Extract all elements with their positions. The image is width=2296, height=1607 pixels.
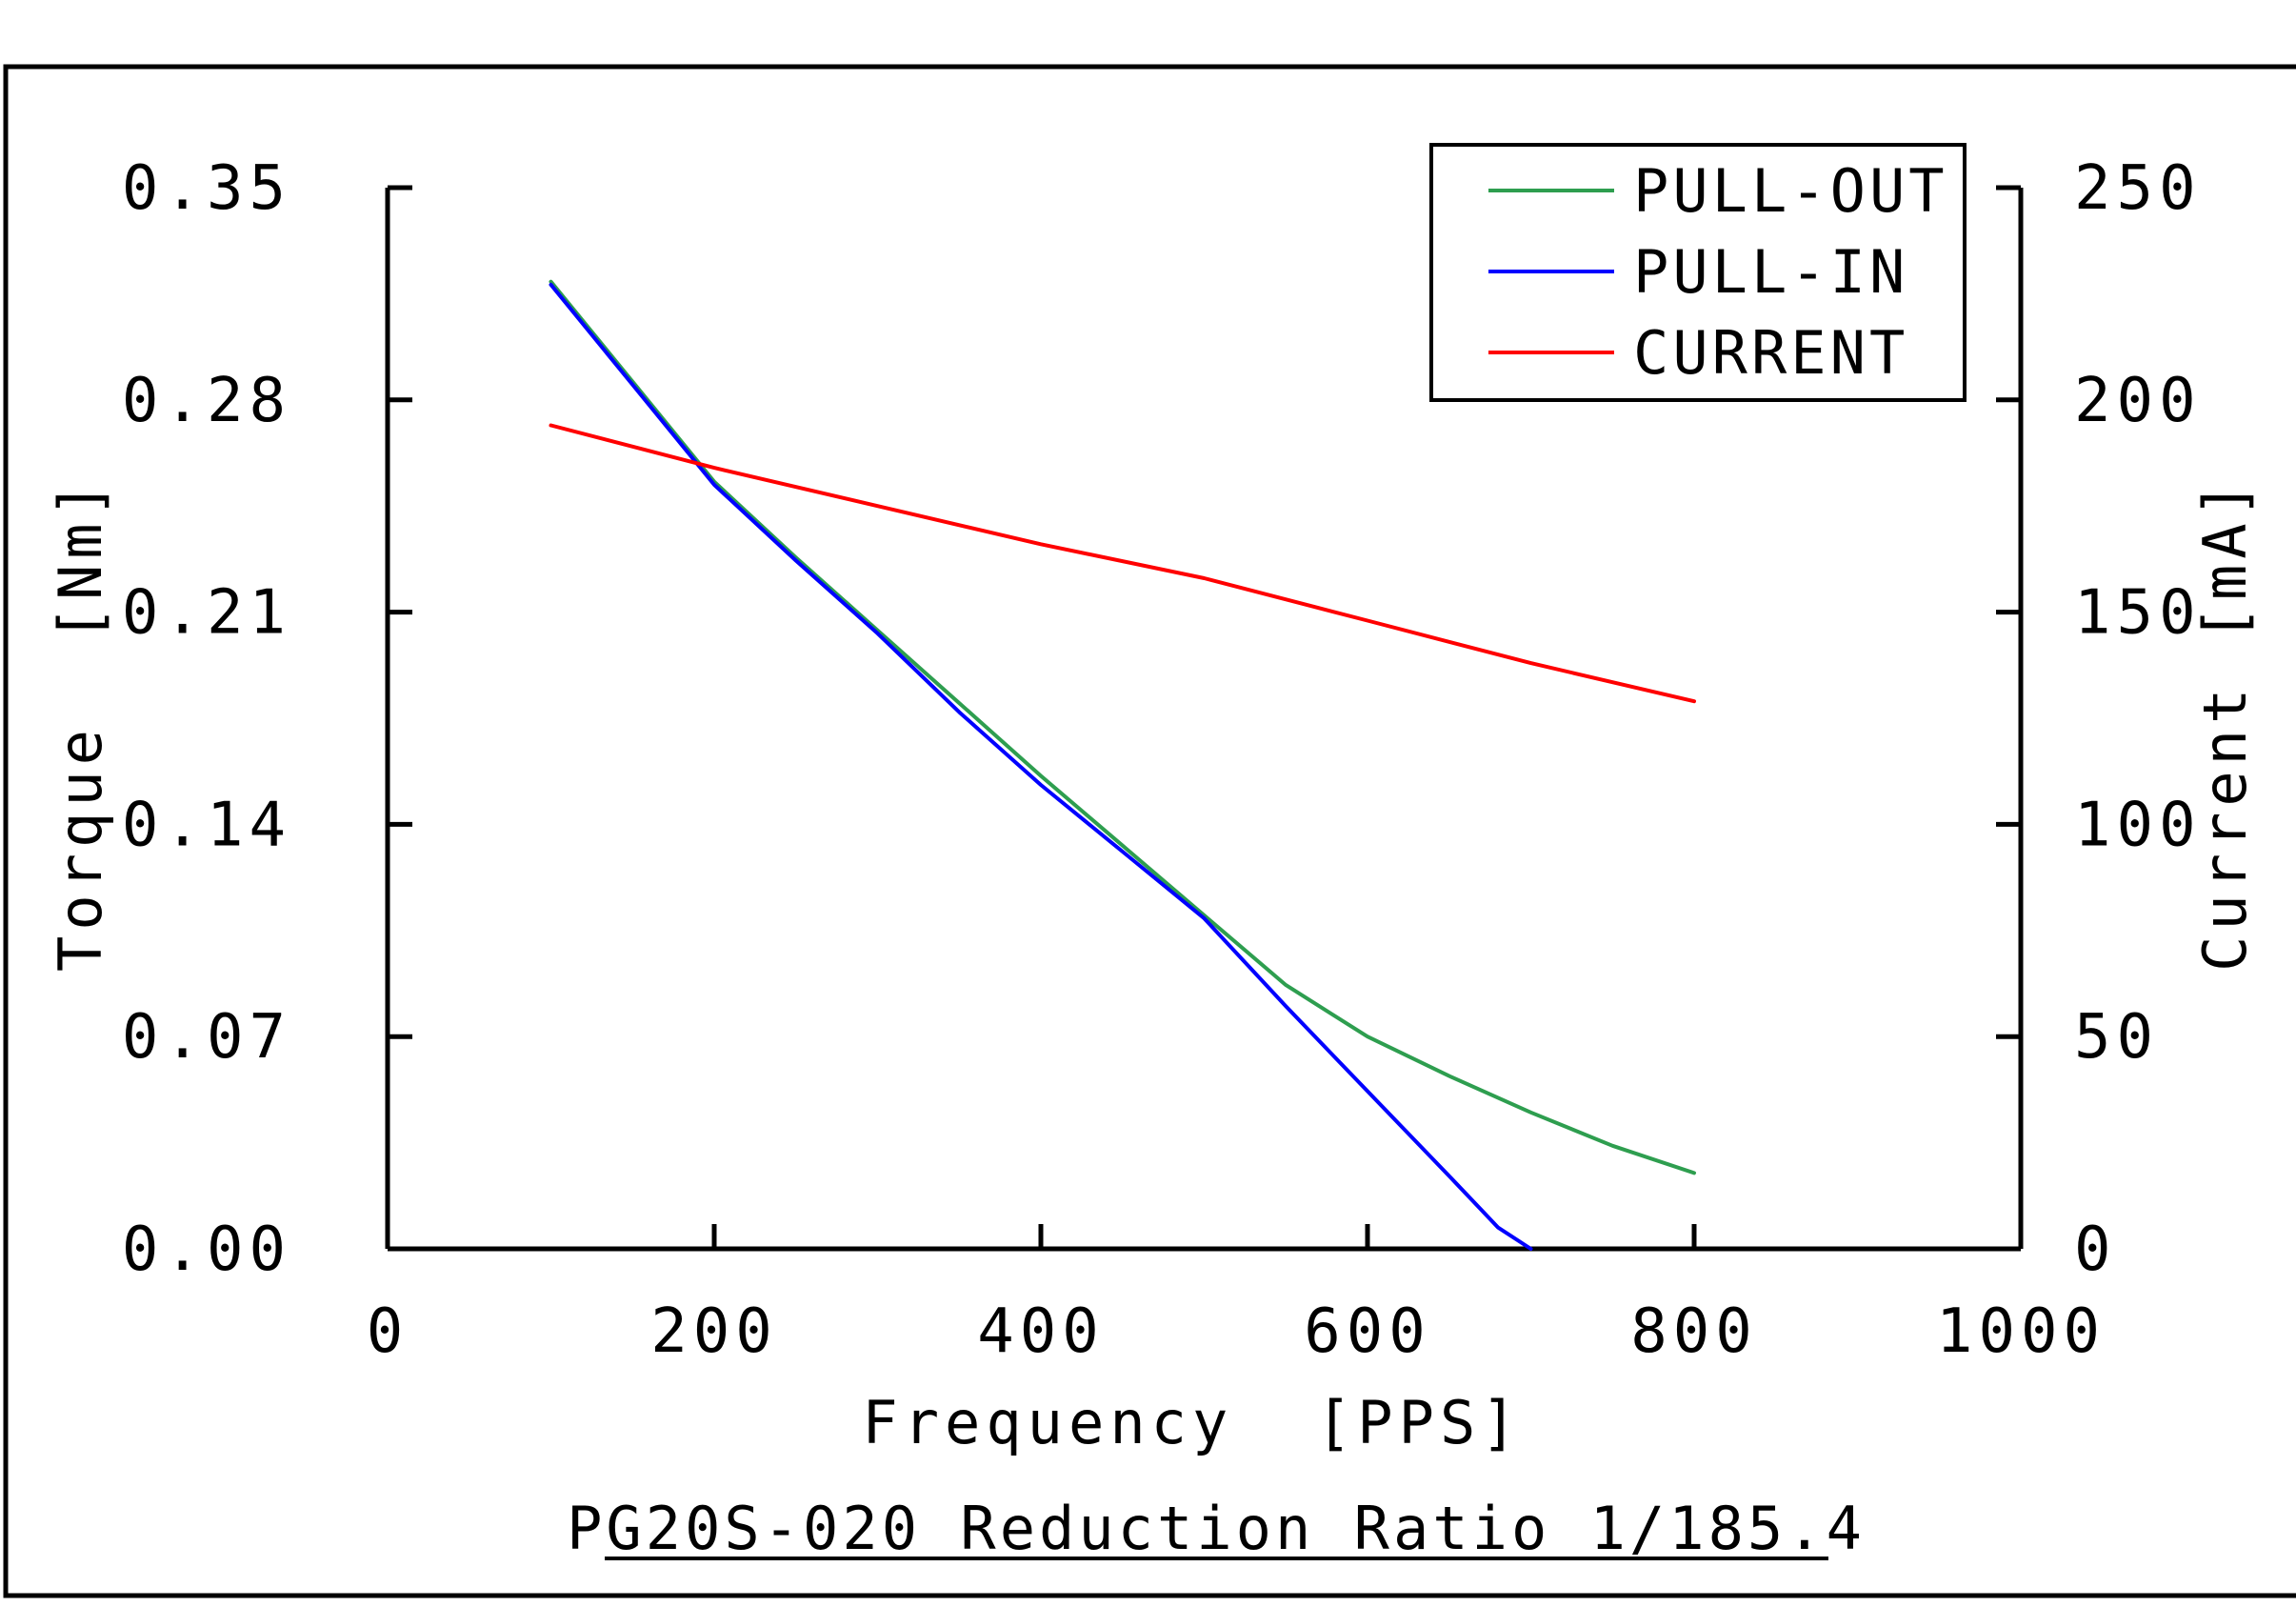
x-tick-label: 400 [977,1296,1105,1367]
legend-label-pull-in: PULL-IN [1633,237,1908,307]
legend-items: PULL-OUT PULL-IN CURRENT [1488,156,1948,388]
y-right-tick-label: 0 [2074,1215,2117,1285]
x-tick-label: 1000 [1936,1296,2106,1367]
x-tick-label: 0 [367,1296,409,1367]
y-left-tick-label: 0.00 [122,1215,291,1285]
y-left-tick-label: 0.21 [122,578,291,649]
y-left-tick-label: 0.07 [122,1002,291,1073]
x-tick-label: 600 [1304,1296,1431,1367]
legend-label-current: CURRENT [1633,318,1908,388]
legend: PULL-OUT PULL-IN CURRENT [1429,143,1967,402]
y-right-tick-label: 150 [2074,578,2202,649]
plot-area [385,188,2024,1252]
legend-label-pull-out: PULL-OUT [1633,156,1948,226]
series-line-pull-in [549,282,1533,1251]
y-right-tick-label: 50 [2074,1002,2159,1073]
x-tick-label: 800 [1630,1296,1758,1367]
y-left-tick-label: 0.14 [122,790,291,860]
y-right-tick-label: 250 [2074,153,2202,224]
y-left-tick-label: 0.28 [122,366,291,436]
series-line-current [549,423,1696,704]
y-axis-right-title: Current [mA] [2190,476,2260,972]
x-tick-label: 200 [650,1296,778,1367]
chart-caption: PG20S-020 Reduction Ratio 1/185.4 [567,1494,1866,1563]
tick-layer: 0 200 400 600 800 10000.000.070.140.210.280.3… [122,153,2202,1367]
series-line-pull-out [549,279,1696,1175]
y-right-tick-label: 100 [2074,790,2202,860]
y-left-tick-label: 0.35 [122,153,291,224]
y-right-tick-label: 200 [2074,366,2202,436]
x-axis-title: Frequency [PPS] [862,1388,1522,1457]
series-layer [549,279,1696,1251]
y-axis-left-title: Torque [Nm] [46,476,115,972]
